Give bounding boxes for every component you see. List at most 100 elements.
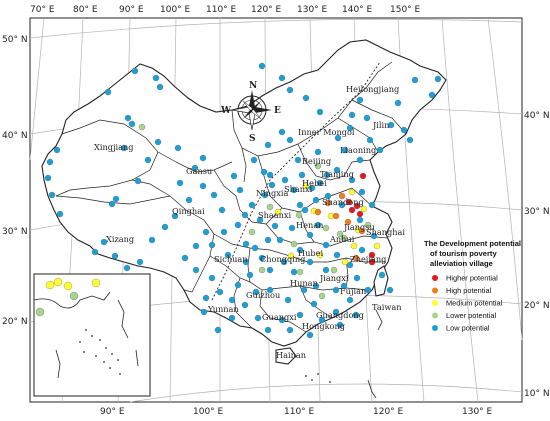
village-point-low: [254, 314, 262, 322]
compass-label-s: S: [249, 134, 256, 144]
village-point-low: [266, 266, 274, 274]
legend-title-line-3: alleviation village: [430, 259, 493, 268]
label-shanxi: Shanxi: [284, 184, 313, 194]
village-point-low: [154, 138, 162, 146]
village-point-low: [346, 261, 354, 269]
village-point-low: [341, 146, 349, 154]
village-point-low: [264, 141, 272, 149]
tick-left-20n: 20° N: [2, 317, 28, 327]
village-point-low: [286, 136, 294, 144]
legend-title-line-1: The Development potential: [424, 239, 521, 248]
south-china-sea-inset: [33, 273, 151, 397]
village-point-low: [224, 251, 232, 259]
label-jilin: Jilin: [372, 120, 390, 130]
legend-label-lower: Lower potential: [446, 311, 496, 320]
village-point-low: [334, 134, 342, 142]
village-point-low: [210, 191, 218, 199]
village-point-low: [199, 154, 207, 162]
compass-needle-north: [249, 90, 255, 110]
inset-village-point-lower: [69, 291, 79, 301]
compass-label-n: N: [249, 81, 257, 91]
village-point-low: [278, 74, 286, 82]
village-point-medium: [350, 242, 358, 250]
village-point-low: [312, 282, 320, 290]
tick-top-150e: 150° E: [390, 5, 421, 15]
village-point-lower: [296, 268, 304, 276]
tick-left-50n: 50° N: [2, 35, 28, 45]
village-point-low: [200, 308, 208, 316]
village-point-lower: [295, 211, 303, 219]
village-point-medium: [341, 258, 349, 266]
village-point-low: [251, 244, 259, 252]
label-gansu: Gansu: [186, 166, 212, 176]
village-point-low: [284, 296, 292, 304]
village-point-low: [434, 75, 442, 83]
compass-rose: N S E W: [220, 81, 281, 144]
village-point-low: [306, 331, 314, 339]
village-point-low: [218, 206, 226, 214]
village-point-low: [300, 286, 308, 294]
china-outline: [41, 39, 447, 347]
village-point-low: [214, 326, 222, 334]
village-point-low: [358, 246, 366, 254]
village-point-low: [288, 224, 296, 232]
village-point-low: [353, 274, 361, 282]
label-inner-mongol: Inner Mongol: [298, 127, 355, 137]
village-point-low: [276, 236, 284, 244]
tick-bottom-130e: 130° E: [462, 407, 493, 417]
tick-top-70e: 70° E: [30, 5, 55, 15]
label-liaoning: Liaoning: [340, 145, 376, 155]
village-point-low: [286, 86, 294, 94]
label-heilongjiang: Heilongjiang: [346, 84, 399, 94]
village-point-low: [48, 191, 56, 199]
village-point-low: [123, 264, 131, 272]
village-point-low: [278, 316, 286, 324]
village-point-low: [406, 136, 414, 144]
label-anhui: Anhui: [329, 234, 355, 244]
village-point-low: [264, 236, 272, 244]
village-point-low: [411, 76, 419, 84]
village-point-higher: [356, 210, 364, 218]
village-point-low: [256, 216, 264, 224]
village-point-low: [208, 241, 216, 249]
village-point-low: [53, 146, 61, 154]
village-point-low: [400, 126, 408, 134]
village-point-higher: [368, 258, 376, 266]
legend-swatch-high: [432, 287, 438, 294]
label-zhejiang: Zhejiang: [350, 254, 386, 264]
tick-right-20n: 20° N: [524, 301, 550, 311]
village-point-low: [306, 258, 314, 266]
village-point-low: [192, 266, 200, 274]
village-point-low: [144, 156, 152, 164]
village-point-low: [136, 258, 144, 266]
tick-bottom-120e: 120° E: [373, 407, 404, 417]
label-henan: Henan: [296, 220, 324, 230]
village-point-low: [91, 248, 99, 256]
village-point-low: [124, 114, 132, 122]
village-point-low: [386, 286, 394, 294]
village-point-lower: [248, 228, 256, 236]
village-point-low: [340, 282, 348, 290]
village-point-low: [281, 176, 289, 184]
village-point-low: [387, 121, 395, 129]
village-point-lower: [336, 230, 344, 238]
village-point-low: [248, 201, 256, 209]
inset-village-point-lower: [35, 307, 45, 317]
village-point-low: [104, 88, 112, 96]
legend-label-high: High potential: [446, 286, 492, 295]
village-point-low: [108, 200, 116, 208]
label-sichuan: Sichuan: [214, 254, 248, 264]
village-point-higher: [345, 198, 353, 206]
village-point-low: [260, 168, 268, 176]
village-point-low: [363, 114, 371, 122]
village-point-low: [322, 241, 330, 249]
village-point-low: [266, 286, 274, 294]
compass-label-e: E: [274, 106, 281, 116]
village-point-low: [181, 254, 189, 262]
label-guangdong: Guangdong: [316, 310, 364, 320]
inset-islands: [79, 329, 121, 375]
village-point-low: [46, 158, 54, 166]
village-point-low: [348, 176, 356, 184]
province-labels: Heilongjiang Inner Mongol Jilin Liaoning…: [94, 84, 405, 360]
village-point-higher: [348, 206, 356, 214]
